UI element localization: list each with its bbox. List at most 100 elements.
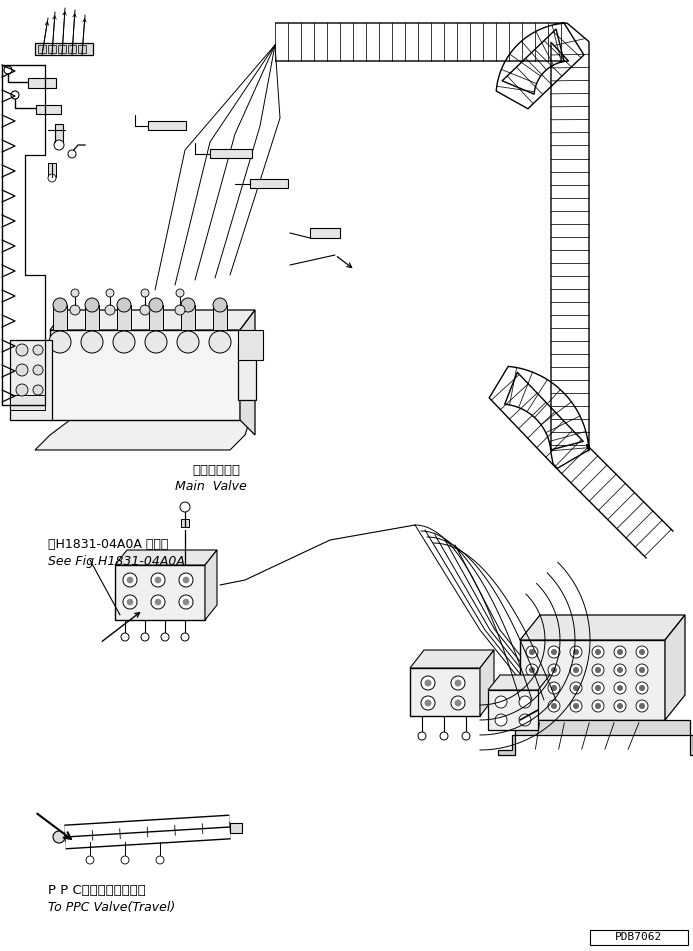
Polygon shape (690, 735, 693, 755)
Circle shape (180, 502, 190, 512)
Bar (181, 519, 189, 527)
Circle shape (16, 344, 28, 356)
Circle shape (574, 650, 579, 654)
Circle shape (595, 704, 601, 708)
Circle shape (595, 668, 601, 672)
Bar (85, 305, 99, 330)
Circle shape (53, 831, 65, 843)
Bar (210, 149, 252, 158)
Circle shape (117, 298, 131, 312)
Circle shape (68, 150, 76, 158)
Circle shape (614, 700, 626, 712)
Circle shape (155, 599, 161, 605)
Circle shape (105, 305, 115, 315)
Circle shape (636, 664, 648, 676)
Bar (53, 305, 67, 330)
Bar (68, 45, 76, 53)
Circle shape (595, 686, 601, 690)
Circle shape (548, 700, 560, 712)
Bar (36, 105, 61, 114)
Circle shape (71, 289, 79, 297)
Bar (38, 45, 46, 53)
Bar (515, 720, 690, 735)
Circle shape (574, 704, 579, 708)
Circle shape (421, 696, 435, 710)
Text: PDB7062: PDB7062 (615, 932, 663, 942)
Bar (148, 121, 186, 130)
Bar (181, 305, 195, 330)
Circle shape (617, 668, 622, 672)
Bar (50, 330, 240, 420)
Circle shape (141, 633, 149, 641)
Circle shape (151, 573, 165, 587)
Circle shape (425, 680, 431, 686)
Circle shape (421, 676, 435, 690)
Circle shape (123, 573, 137, 587)
Circle shape (592, 700, 604, 712)
Circle shape (495, 714, 507, 726)
Circle shape (425, 700, 431, 706)
Circle shape (592, 646, 604, 658)
Bar (310, 228, 340, 238)
Circle shape (614, 646, 626, 658)
Circle shape (636, 646, 648, 658)
Polygon shape (240, 310, 255, 435)
Circle shape (640, 668, 644, 672)
Circle shape (529, 650, 534, 654)
Circle shape (440, 732, 448, 740)
Circle shape (54, 140, 64, 150)
Polygon shape (50, 310, 255, 330)
Circle shape (451, 696, 465, 710)
Circle shape (181, 633, 189, 641)
Circle shape (113, 331, 135, 353)
Circle shape (526, 664, 538, 676)
Circle shape (636, 700, 648, 712)
Circle shape (85, 298, 99, 312)
Circle shape (455, 680, 461, 686)
Circle shape (16, 384, 28, 396)
Circle shape (451, 676, 465, 690)
Bar (488, 690, 538, 730)
Circle shape (552, 686, 556, 690)
Polygon shape (480, 650, 494, 716)
Bar (35, 43, 93, 55)
Circle shape (614, 682, 626, 694)
Circle shape (11, 91, 19, 99)
Circle shape (140, 305, 150, 315)
Circle shape (53, 298, 67, 312)
Bar (55, 124, 63, 142)
Circle shape (106, 289, 114, 297)
Circle shape (183, 599, 189, 605)
Text: See Fig.H1831-04A0A: See Fig.H1831-04A0A (48, 554, 185, 568)
Circle shape (529, 704, 534, 708)
Circle shape (592, 682, 604, 694)
Circle shape (617, 650, 622, 654)
Circle shape (552, 704, 556, 708)
Circle shape (614, 664, 626, 676)
Circle shape (595, 650, 601, 654)
Circle shape (526, 682, 538, 694)
Circle shape (70, 305, 80, 315)
Circle shape (33, 385, 43, 395)
Bar (58, 45, 66, 53)
Circle shape (462, 732, 470, 740)
Polygon shape (115, 550, 217, 565)
Circle shape (161, 633, 169, 641)
Circle shape (570, 682, 582, 694)
Circle shape (16, 364, 28, 376)
Polygon shape (488, 675, 550, 690)
Bar (238, 345, 256, 400)
Bar (590, 930, 688, 945)
Text: 第H1831-04A0A 図参照: 第H1831-04A0A 図参照 (48, 538, 168, 552)
Circle shape (455, 700, 461, 706)
Circle shape (81, 331, 103, 353)
Circle shape (177, 331, 199, 353)
Circle shape (519, 696, 531, 708)
Bar (213, 305, 227, 330)
Circle shape (179, 573, 193, 587)
Circle shape (48, 174, 56, 182)
Circle shape (570, 664, 582, 676)
Bar (149, 305, 163, 330)
Circle shape (617, 686, 622, 690)
Circle shape (141, 289, 149, 297)
